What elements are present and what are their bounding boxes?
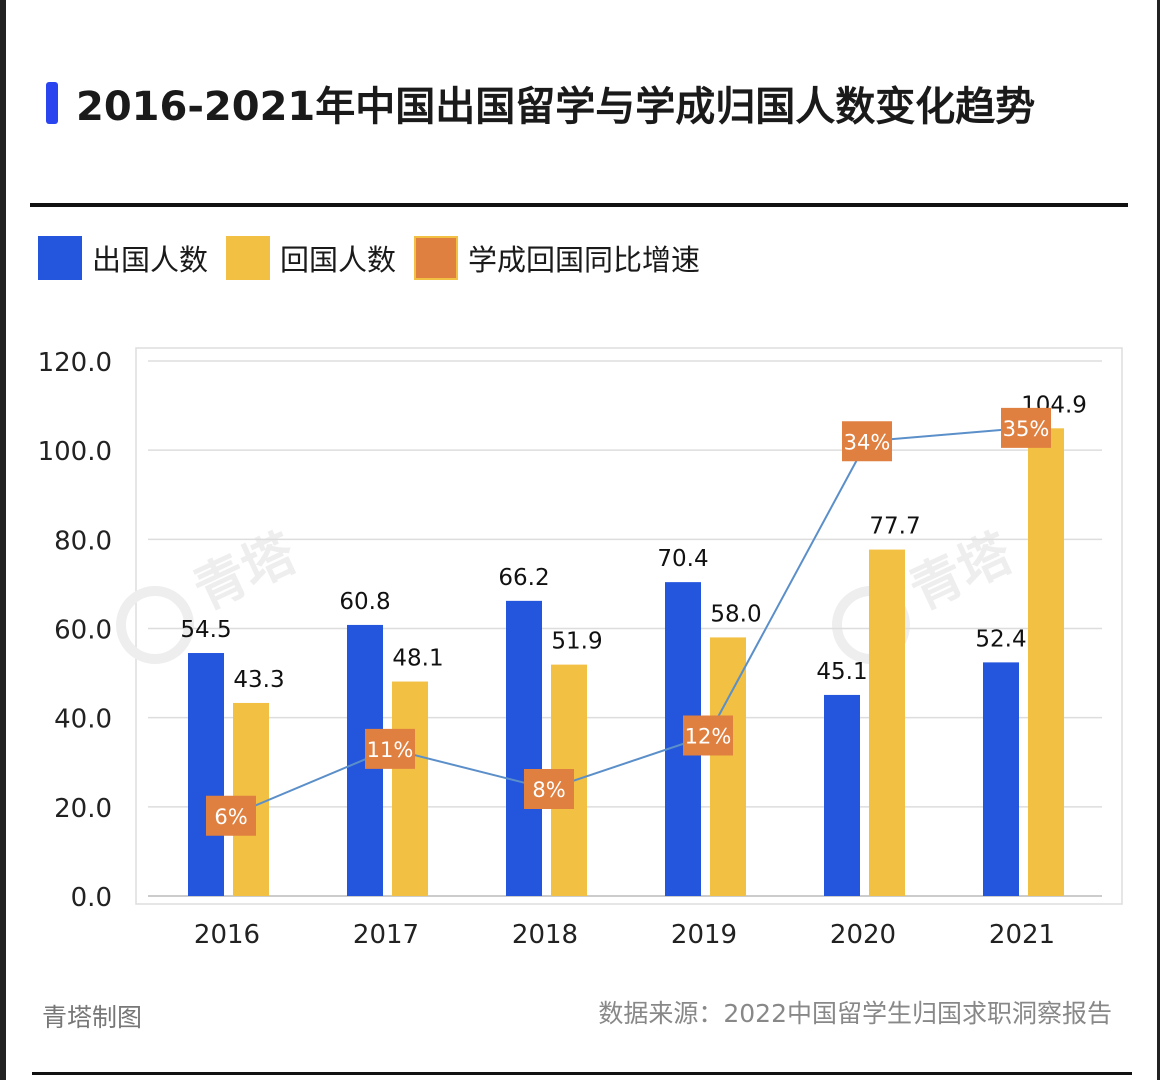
legend-swatch-growth bbox=[414, 236, 459, 280]
footer-source: 数据来源：2022中国留学生归国求职洞察报告 bbox=[598, 999, 1112, 1028]
y-tick-label: 40.0 bbox=[54, 705, 112, 735]
x-tick-label: 2017 bbox=[353, 920, 419, 950]
y-tick-label: 20.0 bbox=[54, 794, 112, 824]
chart-title: 2016-2021年中国出国留学与学成归国人数变化趋势 bbox=[76, 84, 1036, 130]
legend-label-return: 回国人数 bbox=[280, 243, 397, 277]
right-border bbox=[1157, 0, 1160, 1080]
growth-marker bbox=[1001, 407, 1051, 448]
data-label-return: 58.0 bbox=[710, 601, 761, 627]
growth-data-label: 11% bbox=[367, 738, 414, 762]
footer-maker: 青塔制图 bbox=[42, 1003, 143, 1032]
growth-line bbox=[230, 426, 1027, 817]
data-label-outbound: 70.4 bbox=[657, 546, 708, 572]
growth-data-label: 12% bbox=[685, 725, 732, 749]
bar-outbound bbox=[824, 694, 860, 896]
data-label-outbound: 45.1 bbox=[816, 659, 867, 685]
growth-marker bbox=[842, 421, 892, 462]
y-tick-label: 60.0 bbox=[54, 616, 112, 646]
legend-item-growth: 学成回国同比增速 bbox=[414, 236, 700, 280]
data-label-return: 43.3 bbox=[233, 667, 284, 693]
y-tick-label: 120.0 bbox=[38, 348, 112, 378]
growth-marker bbox=[683, 715, 733, 756]
x-tick-label: 2016 bbox=[194, 920, 260, 950]
bar-outbound bbox=[188, 653, 224, 896]
x-tick-label: 2018 bbox=[512, 920, 578, 950]
bar-outbound bbox=[506, 600, 542, 896]
growth-data-label: 34% bbox=[844, 430, 891, 454]
bar-return bbox=[1028, 428, 1064, 896]
watermark-text: 青塔 bbox=[185, 523, 306, 622]
legend-item-outbound: 出国人数 bbox=[38, 236, 208, 280]
growth-data-label: 8% bbox=[532, 778, 565, 802]
legend-item-return: 回国人数 bbox=[226, 236, 396, 280]
bar-return bbox=[392, 681, 428, 896]
data-label-outbound: 54.5 bbox=[180, 617, 231, 643]
bottom-divider bbox=[32, 1072, 1132, 1075]
bar-return bbox=[869, 549, 905, 896]
legend: 出国人数 回国人数 学成回国同比增速 bbox=[38, 236, 718, 280]
y-tick-label: 0.0 bbox=[71, 883, 112, 913]
legend-label-outbound: 出国人数 bbox=[92, 243, 209, 277]
y-tick-label: 100.0 bbox=[38, 437, 112, 467]
growth-data-label: 35% bbox=[1003, 417, 1050, 441]
x-tick-label: 2019 bbox=[671, 920, 737, 950]
data-label-outbound: 60.8 bbox=[339, 589, 390, 615]
growth-marker bbox=[206, 795, 256, 836]
data-label-outbound: 66.2 bbox=[498, 565, 549, 591]
legend-label-growth: 学成回国同比增速 bbox=[468, 243, 701, 277]
x-tick-label: 2021 bbox=[989, 920, 1055, 950]
plot-frame bbox=[135, 347, 1123, 905]
data-label-return: 48.1 bbox=[392, 646, 443, 672]
x-tick-label: 2020 bbox=[830, 920, 896, 950]
legend-swatch-outbound bbox=[38, 236, 82, 280]
data-label-outbound: 52.4 bbox=[975, 626, 1026, 652]
y-tick-label: 80.0 bbox=[54, 526, 112, 556]
legend-swatch-return bbox=[226, 236, 271, 280]
watermark-logo-icon bbox=[116, 586, 194, 664]
title-accent-bar bbox=[46, 82, 58, 124]
bar-return bbox=[710, 637, 746, 896]
growth-data-label: 6% bbox=[214, 805, 247, 829]
growth-marker bbox=[365, 728, 415, 769]
growth-marker bbox=[524, 769, 574, 809]
left-border bbox=[0, 0, 6, 1080]
bar-outbound bbox=[983, 662, 1019, 896]
title-divider bbox=[30, 203, 1128, 207]
data-label-return: 51.9 bbox=[551, 629, 602, 655]
data-label-return: 77.7 bbox=[869, 514, 920, 540]
